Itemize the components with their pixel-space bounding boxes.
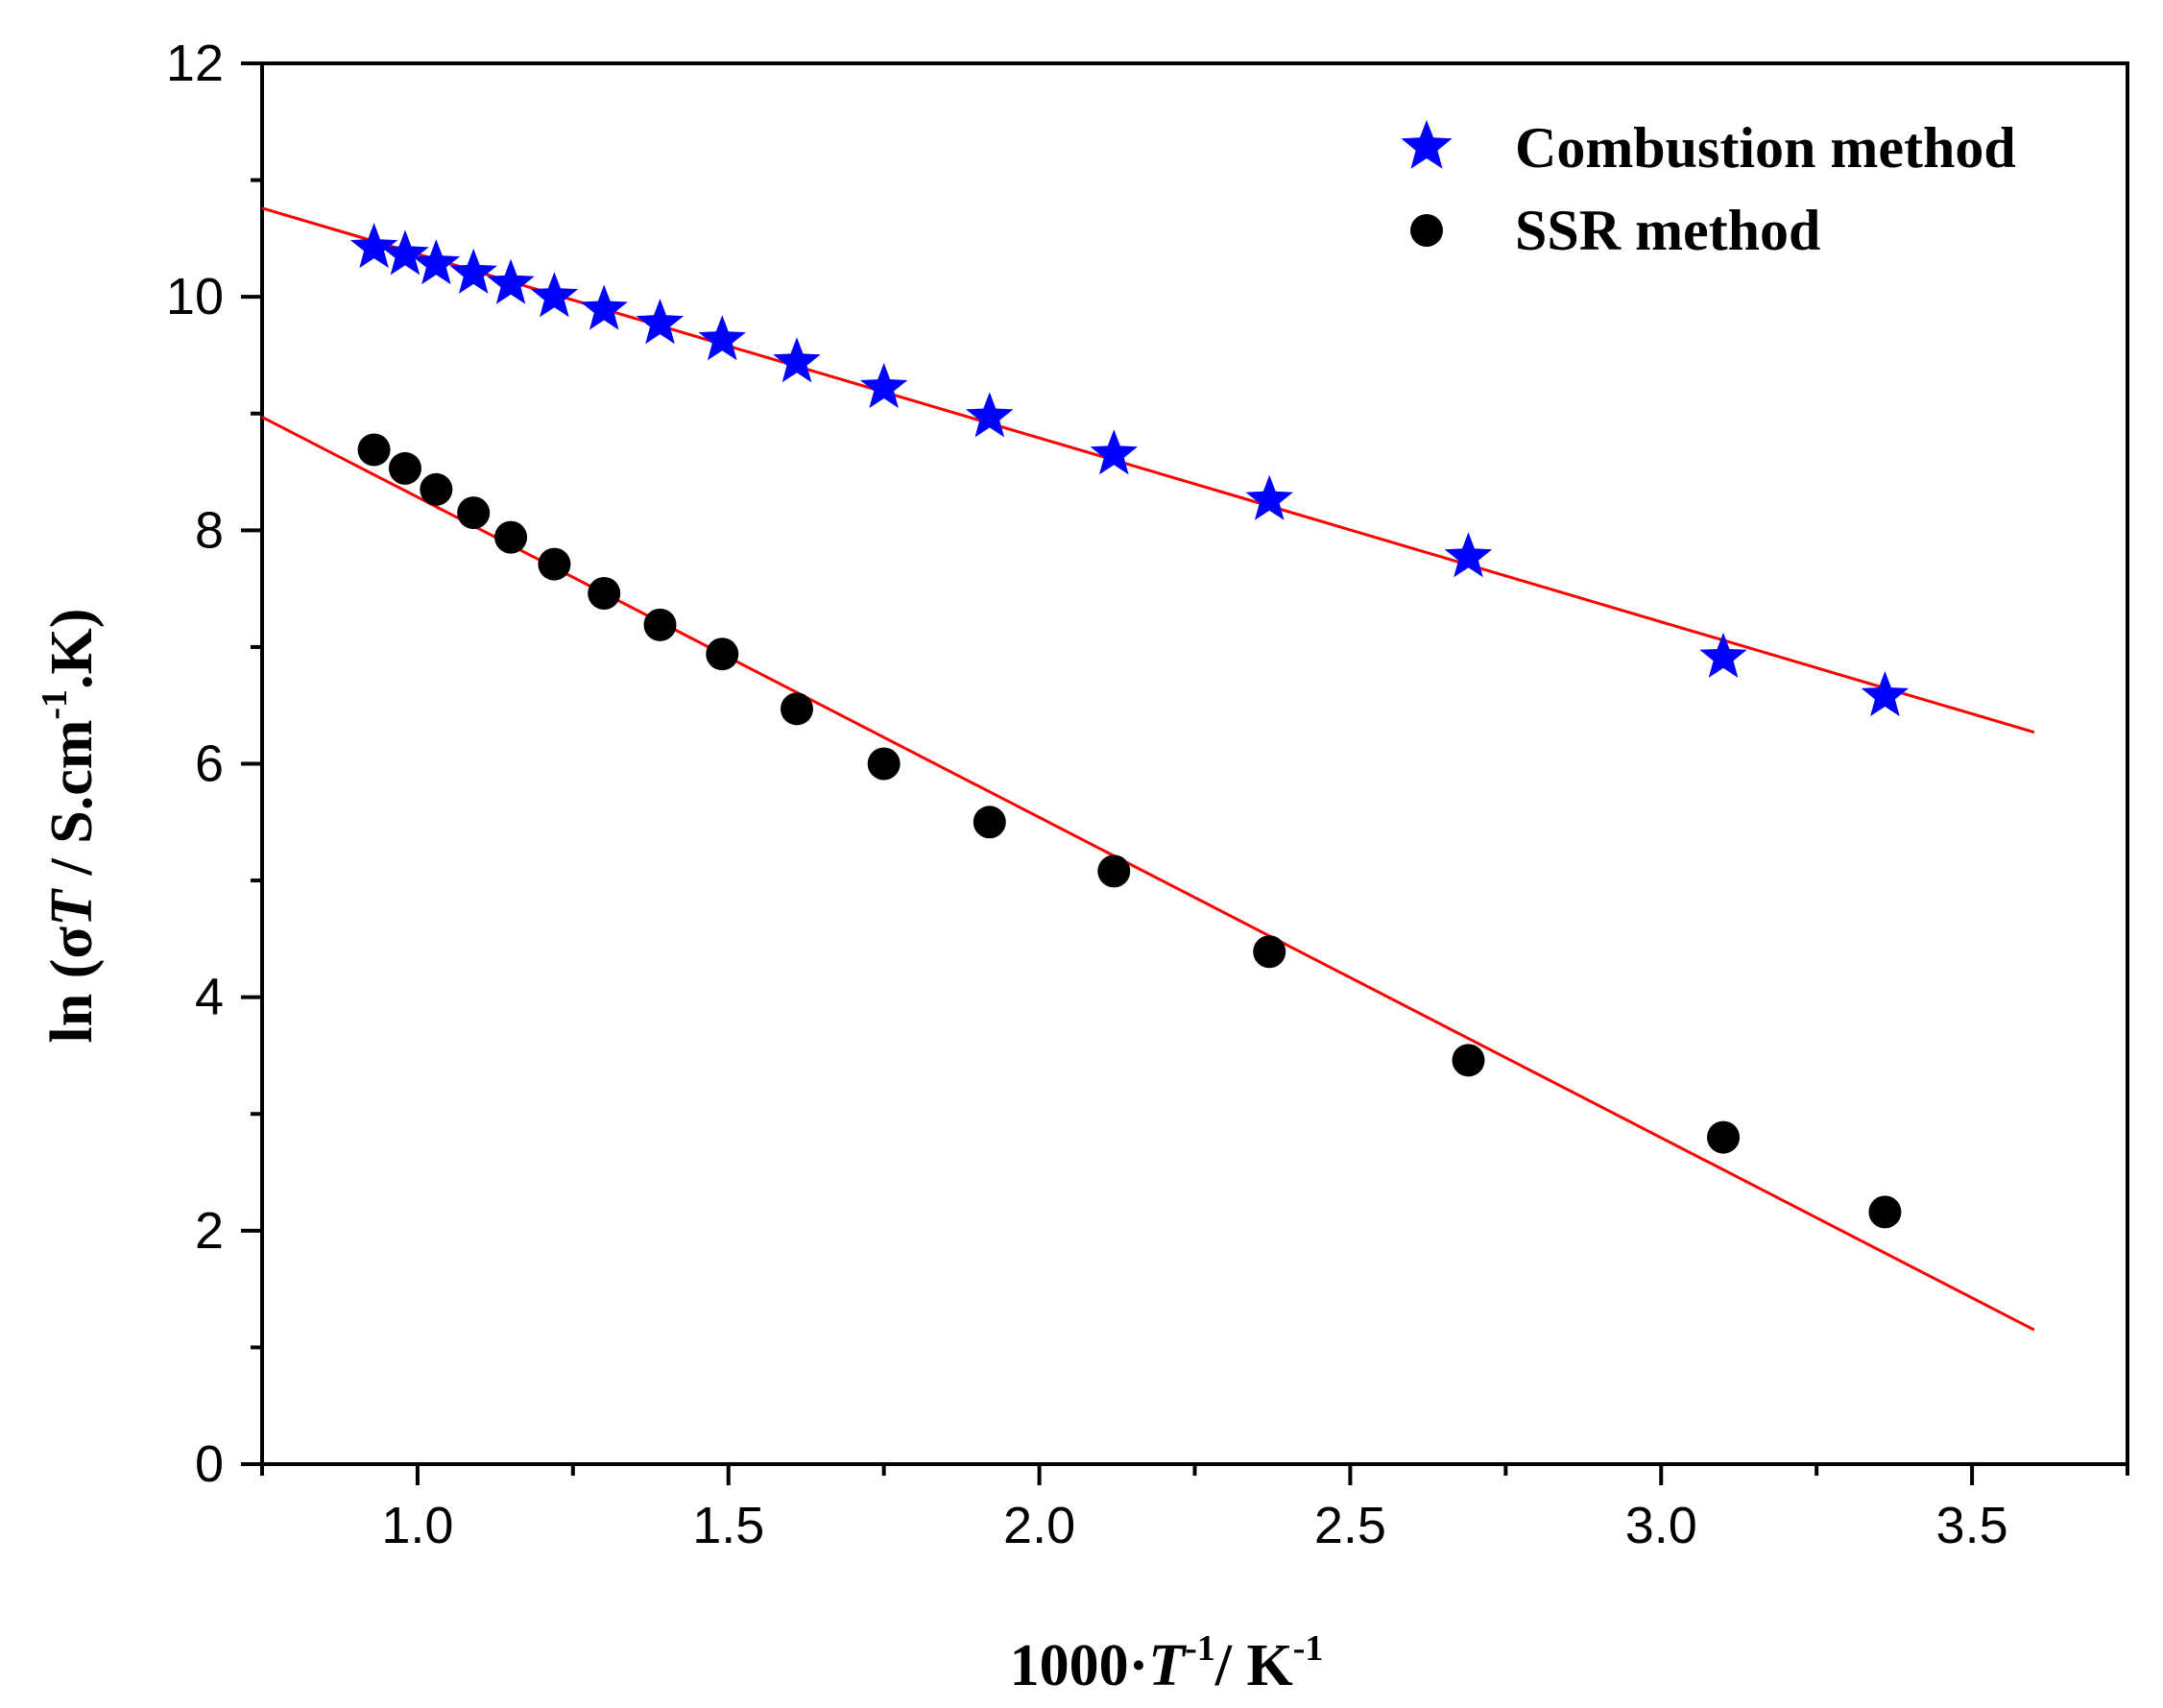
x-tick-label: 1.5 — [692, 1497, 764, 1554]
y-axis: 0 2 4 6 8 10 12 — [166, 35, 262, 1493]
data-point-ssr — [1707, 1120, 1741, 1154]
data-point-combustion — [1090, 429, 1138, 475]
y-tick-label: 2 — [195, 1202, 224, 1260]
data-point-combustion — [412, 239, 461, 285]
data-point-combustion — [530, 272, 579, 318]
y-tick-label: 4 — [195, 969, 224, 1026]
data-point-combustion — [636, 299, 685, 345]
fit-line-combustion — [261, 206, 2035, 734]
x-tick-label: 2.5 — [1314, 1497, 1386, 1554]
legend-marker-combustion — [1401, 120, 1453, 169]
data-point-combustion — [381, 229, 429, 276]
y-tick-label: 10 — [166, 268, 224, 325]
data-point-ssr — [973, 806, 1006, 839]
data-point-ssr — [1868, 1195, 1902, 1229]
data-point-ssr — [588, 576, 621, 610]
data-point-combustion — [580, 284, 628, 330]
data-point-ssr — [1253, 935, 1286, 969]
y-tick-label: 12 — [166, 35, 224, 92]
data-point-ssr — [420, 472, 453, 506]
data-point-combustion — [449, 248, 497, 294]
data-point-combustion — [1861, 671, 1910, 716]
x-axis: 1.0 1.5 2.0 2.5 3.0 3.5 — [260, 1464, 2129, 1554]
data-markers — [349, 223, 1910, 1229]
fit-lines — [261, 206, 2035, 1332]
star-icon — [1401, 120, 1453, 169]
data-point-combustion — [1699, 632, 1747, 678]
data-point-combustion — [773, 337, 821, 383]
data-point-ssr — [780, 692, 813, 726]
data-point-combustion — [859, 363, 908, 408]
fit-line-ssr — [261, 416, 2035, 1332]
data-point-combustion — [349, 223, 398, 269]
data-point-ssr — [1097, 854, 1131, 888]
legend-label-ssr: SSR method — [1515, 199, 1820, 262]
plot-frame — [260, 61, 2129, 1466]
data-point-ssr — [457, 496, 491, 530]
data-point-ssr — [1452, 1044, 1485, 1077]
y-tick-label: 8 — [195, 501, 224, 559]
data-point-combustion — [487, 258, 535, 304]
data-point-ssr — [706, 637, 739, 671]
data-point-ssr — [357, 433, 391, 467]
data-point-ssr — [538, 547, 571, 581]
data-point-ssr — [867, 747, 901, 781]
legend-label-combustion: Combustion method — [1515, 116, 2016, 180]
y-tick-label: 6 — [195, 735, 224, 793]
y-axis-title: ln (σT / S.cm-1.K) — [35, 609, 105, 1044]
legend-marker-ssr — [1410, 214, 1443, 247]
x-tick-label: 1.0 — [381, 1497, 453, 1554]
circle-icon — [1410, 214, 1443, 247]
data-point-ssr — [643, 608, 677, 641]
y-tick-label: 0 — [195, 1435, 224, 1493]
x-tick-label: 2.0 — [1003, 1497, 1075, 1554]
legend: Combustion method SSR method — [1401, 116, 2016, 262]
data-point-ssr — [494, 520, 528, 554]
data-point-ssr — [388, 451, 421, 485]
data-point-combustion — [1245, 474, 1293, 520]
data-point-combustion — [966, 392, 1014, 438]
x-tick-label: 3.0 — [1625, 1497, 1697, 1554]
x-axis-title: 1000·T-1/ K-1 — [1010, 1628, 1324, 1698]
data-point-combustion — [698, 315, 746, 361]
x-tick-label: 3.5 — [1936, 1497, 2008, 1554]
data-point-combustion — [1444, 532, 1493, 578]
